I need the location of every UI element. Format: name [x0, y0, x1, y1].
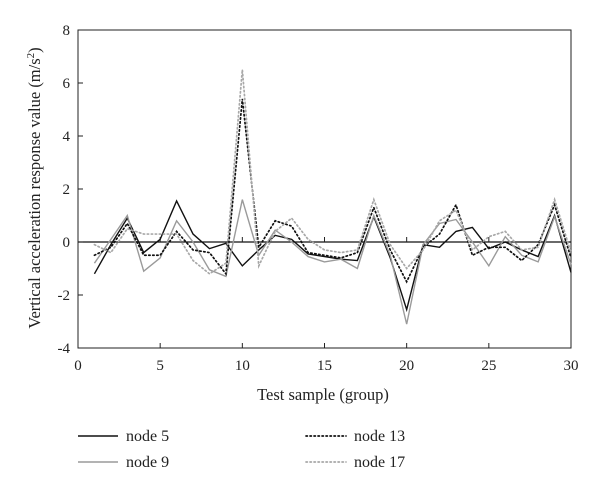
plot-frame: [77, 29, 572, 349]
x-tick-label: 30: [564, 358, 579, 374]
legend-label-node-17: node 17: [354, 454, 405, 471]
series-lines: [93, 69, 572, 325]
y-tick-label: 8: [63, 23, 71, 39]
x-tick-label: 25: [481, 358, 496, 374]
x-tick-label: 0: [74, 358, 82, 374]
legend-label-node-9: node 9: [126, 454, 169, 471]
x-axis-label: Test sample (group): [257, 385, 389, 404]
y-tick-label: 4: [63, 129, 71, 145]
plot-area: [77, 29, 572, 349]
legend: node 5 node 9 node 13 node 17: [78, 428, 405, 471]
y-axis-label-main: Vertical acceleration response value (m/…: [25, 58, 44, 328]
series-line-node-17: [93, 69, 572, 275]
y-axis-label-superscript: 2: [25, 53, 37, 59]
legend-label-node-5: node 5: [126, 428, 169, 445]
tick-labels: 0 5 10 15 20 25 30 -4 -2 0 2 4 6 8: [58, 23, 579, 374]
series-line-node-5: [93, 199, 572, 313]
y-axis-label: Vertical acceleration response value (m/…: [25, 47, 44, 328]
series-line-node-13: [93, 98, 572, 284]
x-tick-label: 20: [399, 358, 414, 374]
series-line-node-9: [93, 199, 572, 325]
x-tick-label: 5: [156, 358, 164, 374]
y-tick-label: 0: [63, 235, 71, 251]
y-tick-label: -2: [58, 288, 71, 304]
x-tick-label: 10: [235, 358, 250, 374]
legend-label-node-13: node 13: [354, 428, 405, 445]
y-axis-label-close: ): [25, 47, 44, 53]
x-tick-label: 15: [317, 358, 332, 374]
y-tick-label: -4: [58, 341, 71, 357]
y-tick-label: 6: [63, 76, 71, 92]
y-tick-label: 2: [63, 182, 71, 198]
tick-marks: [77, 29, 572, 349]
